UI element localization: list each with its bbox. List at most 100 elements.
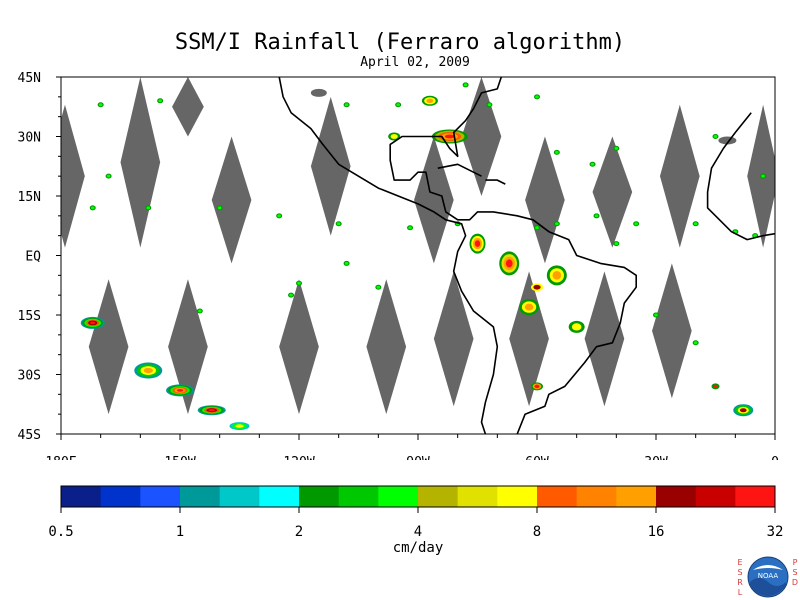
coastline-atlantic bbox=[389, 77, 637, 434]
rain-patch bbox=[297, 281, 301, 285]
colorbar-cell bbox=[537, 486, 578, 507]
rain-patch bbox=[408, 226, 412, 230]
map-date: April 02, 2009 bbox=[360, 55, 470, 70]
no-data-swath bbox=[433, 271, 474, 407]
colorbar-tick-label: 1 bbox=[176, 524, 184, 540]
colorbar-cell bbox=[140, 486, 181, 507]
rain-patch bbox=[176, 388, 184, 392]
colorbar-cell bbox=[259, 486, 300, 507]
rain-patch bbox=[98, 103, 103, 107]
land-gray-patches bbox=[310, 88, 770, 198]
rain-patch bbox=[158, 99, 162, 103]
rain-patch bbox=[376, 285, 381, 289]
colorbar-tick-label: 8 bbox=[533, 524, 541, 540]
lon-tick-label: 180E bbox=[45, 455, 76, 460]
colorbar-tick-label: 4 bbox=[414, 524, 422, 540]
rain-patch bbox=[143, 367, 153, 374]
rain-patch bbox=[654, 313, 658, 317]
colorbar-tick-label: 32 bbox=[767, 524, 784, 540]
rain-patch bbox=[444, 134, 455, 139]
rain-patch bbox=[555, 150, 559, 154]
lon-tick-label: 60W bbox=[525, 455, 549, 460]
rainfall-map: 45N 30N 15N EQ 15S 30S 45S 180E 150W 120W 90W 60W 3… bbox=[18, 71, 779, 460]
no-data-swaths bbox=[61, 77, 775, 415]
lon-tick-label: 120W bbox=[283, 455, 314, 460]
rain-patch bbox=[217, 206, 222, 210]
rain-patch bbox=[614, 146, 619, 150]
rain-patch bbox=[533, 284, 541, 290]
colorbar-cell bbox=[576, 486, 617, 507]
rain-patch bbox=[208, 409, 215, 412]
lat-tick-label: 30N bbox=[18, 131, 41, 146]
lon-tick-label: 90W bbox=[406, 455, 430, 460]
lon-tick-labels: 180E 150W 120W 90W 60W 30W 0 bbox=[45, 455, 779, 460]
colorbar-cell bbox=[219, 486, 260, 507]
rain-patch bbox=[426, 98, 434, 103]
rain-patch bbox=[344, 261, 349, 265]
coastline-pacific bbox=[278, 77, 499, 434]
no-data-swath bbox=[584, 271, 625, 407]
coastline-cuba bbox=[437, 163, 482, 177]
colorbar-cell bbox=[378, 486, 419, 507]
rain-patch bbox=[289, 293, 293, 297]
colorbar-cell bbox=[61, 486, 102, 507]
coastline-africa bbox=[706, 112, 775, 241]
rain-patch bbox=[89, 321, 96, 325]
lat-tick-label: 30S bbox=[18, 369, 41, 384]
colorbar-cell bbox=[418, 486, 459, 507]
colorbar-cell bbox=[656, 486, 697, 507]
rain-patch bbox=[761, 174, 765, 178]
rain-patch bbox=[753, 234, 757, 238]
colorbar-cell bbox=[457, 486, 498, 507]
colorbar-cell bbox=[695, 486, 736, 507]
no-data-swath bbox=[525, 136, 565, 264]
rain-patch bbox=[571, 323, 582, 331]
colorbar-cell bbox=[497, 486, 538, 507]
coastlines bbox=[278, 77, 775, 434]
rain-patch bbox=[106, 174, 111, 178]
colorbar-tick-label: 16 bbox=[648, 524, 665, 540]
rain-patch bbox=[198, 309, 202, 313]
rain-patch bbox=[594, 214, 599, 218]
lat-tick-label: 15S bbox=[18, 309, 41, 324]
rain-patch bbox=[235, 424, 244, 428]
rain-patch bbox=[336, 222, 341, 226]
lat-tick-label: 45S bbox=[18, 428, 41, 443]
rain-patch bbox=[552, 271, 562, 280]
land-patch bbox=[757, 145, 770, 152]
rain-patch bbox=[474, 240, 481, 247]
rain-patch bbox=[713, 135, 718, 138]
rain-patch bbox=[463, 83, 468, 87]
no-data-swath bbox=[168, 279, 208, 415]
rain-patch bbox=[535, 226, 539, 230]
lon-tick-label: 30W bbox=[644, 455, 668, 460]
lat-tick-label: 45N bbox=[18, 71, 41, 86]
rain-patch bbox=[344, 103, 349, 107]
map-title: SSM/I Rainfall (Ferraro algorithm) bbox=[174, 30, 626, 55]
colorbar-unit: cm/day bbox=[392, 540, 444, 556]
land-patch bbox=[310, 88, 327, 97]
land-patch bbox=[718, 136, 737, 145]
rain-patch bbox=[524, 303, 534, 311]
lat-tick-label: EQ bbox=[25, 250, 41, 265]
lon-tick-label: 0 bbox=[771, 455, 779, 460]
lat-tick-labels: 45N 30N 15N EQ 15S 30S 45S bbox=[18, 71, 42, 443]
colorbar-cell bbox=[100, 486, 141, 507]
colorbar-cells bbox=[61, 486, 776, 507]
no-data-swath bbox=[592, 136, 633, 248]
no-data-swath bbox=[509, 271, 549, 407]
no-data-swath bbox=[414, 136, 454, 264]
rain-patch bbox=[146, 206, 151, 210]
colorbar-tick-label: 0.5 bbox=[48, 524, 73, 540]
noaa-emblem-icon: NOAA bbox=[747, 556, 789, 598]
no-data-swath bbox=[279, 279, 319, 415]
rain-patch bbox=[693, 222, 698, 226]
land-patch bbox=[683, 194, 692, 198]
rain-patch bbox=[555, 222, 559, 226]
coastline-hispaniola bbox=[485, 179, 506, 185]
no-data-swath bbox=[61, 104, 85, 248]
rain-patch bbox=[739, 408, 747, 413]
no-data-swath bbox=[211, 136, 252, 264]
